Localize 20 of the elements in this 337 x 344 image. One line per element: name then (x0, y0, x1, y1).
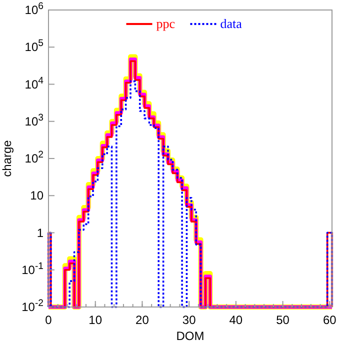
y-tick-label: 10$^{-2}$ (22, 298, 44, 314)
y-tick-label: 10$^{3}$ (24, 112, 44, 128)
y-axis-title: charge (0, 140, 14, 177)
y-tick-label: 10$^{5}$ (24, 38, 44, 54)
y-tick-label: 10 (30, 188, 44, 203)
x-tick-label: 30 (182, 313, 196, 327)
x-tick-label: 10 (88, 313, 102, 327)
legend-label: ppc (156, 16, 176, 31)
x-tick-label: 20 (136, 313, 150, 327)
x-tick-label: 40 (229, 313, 243, 327)
legend-label: data (220, 16, 242, 31)
x-tick-label: 0 (45, 313, 52, 327)
y-tick-label: 10$^{-1}$ (22, 260, 44, 277)
y-tick-label: 1 (36, 226, 44, 240)
y-tick-label: 10$^{2}$ (24, 149, 44, 166)
y-tick-label: 10$^{4}$ (24, 74, 44, 92)
y-tick-label: 10$^{6}$ (24, 0, 44, 17)
x-tick-label: 50 (276, 313, 290, 327)
x-axis-title: DOM (176, 329, 204, 343)
x-tick-label: 60 (322, 313, 337, 327)
